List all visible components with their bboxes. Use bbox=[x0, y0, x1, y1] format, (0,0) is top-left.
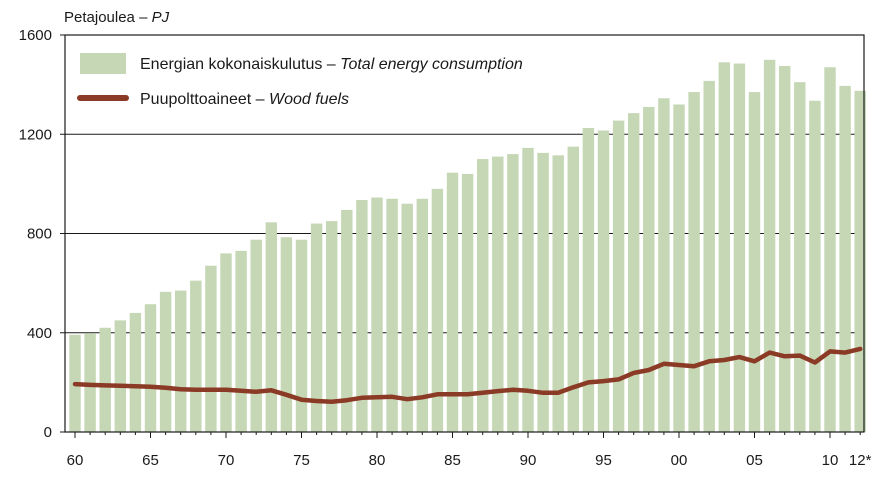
bar bbox=[733, 63, 746, 433]
bar bbox=[265, 222, 277, 432]
legend-label-total-energy: Energian kokonaiskulutus – Total energy … bbox=[140, 56, 523, 73]
bar bbox=[461, 173, 474, 432]
legend-label-wood-fuels: Puupolttoaineet – Wood fuels bbox=[140, 91, 349, 108]
bar bbox=[763, 59, 776, 432]
x-tick-label: 70 bbox=[218, 452, 235, 469]
bar bbox=[477, 159, 489, 432]
bar bbox=[114, 320, 126, 432]
bar bbox=[643, 106, 655, 433]
y-tick-label: 1600 bbox=[19, 27, 52, 44]
bar bbox=[688, 92, 700, 432]
bar bbox=[280, 237, 293, 432]
bar-series-total-energy bbox=[69, 59, 866, 433]
bar bbox=[582, 128, 595, 432]
bar bbox=[386, 198, 398, 432]
bar bbox=[175, 290, 187, 432]
bar bbox=[522, 147, 534, 432]
bar bbox=[658, 98, 670, 432]
bar bbox=[824, 67, 836, 432]
bar bbox=[779, 66, 791, 432]
x-tick-label: 10 bbox=[822, 452, 839, 469]
x-tick-label: 85 bbox=[444, 452, 461, 469]
bar bbox=[205, 265, 217, 432]
bar bbox=[612, 120, 625, 433]
bar bbox=[84, 333, 96, 432]
bar bbox=[628, 113, 640, 433]
bar bbox=[854, 90, 866, 432]
bar bbox=[235, 250, 247, 432]
y-tick-label: 400 bbox=[27, 325, 52, 342]
y-tick-label: 800 bbox=[27, 226, 52, 243]
x-tick-label: 00 bbox=[671, 452, 688, 469]
x-tick-label: 80 bbox=[369, 452, 386, 469]
x-tick-label: 65 bbox=[142, 452, 159, 469]
x-tick-label: 75 bbox=[293, 452, 310, 469]
bar bbox=[446, 172, 459, 432]
bar bbox=[310, 223, 323, 432]
bar bbox=[401, 203, 413, 432]
axes: 0 400 800 1200 1600 60 65 70 75 80 85 90 95 00 05 10 12* bbox=[19, 27, 872, 469]
y-axis-unit-label: Petajoulea – PJ bbox=[64, 9, 170, 26]
line-series-wood-fuels bbox=[72, 346, 863, 404]
bar bbox=[809, 100, 821, 433]
x-tick-label: 90 bbox=[520, 452, 537, 469]
x-tick-label: 60 bbox=[67, 452, 84, 469]
bar bbox=[431, 188, 444, 432]
bar bbox=[99, 327, 111, 432]
bar bbox=[718, 62, 730, 432]
bar bbox=[326, 221, 338, 432]
bar bbox=[356, 200, 368, 432]
bar bbox=[144, 304, 157, 432]
legend: Energian kokonaiskulutus – Total energy … bbox=[77, 53, 523, 108]
bar bbox=[220, 253, 232, 432]
bar bbox=[597, 130, 610, 432]
bar bbox=[159, 291, 172, 432]
x-tick-label: 12* bbox=[849, 452, 872, 469]
bar bbox=[250, 239, 262, 432]
bar bbox=[537, 152, 549, 432]
y-tick-label: 0 bbox=[44, 424, 52, 441]
bar bbox=[794, 82, 806, 433]
bar bbox=[703, 80, 715, 432]
x-tick-label: 95 bbox=[595, 452, 612, 469]
wood-fuels-line bbox=[72, 346, 863, 404]
x-tick-label: 05 bbox=[746, 452, 763, 469]
bar bbox=[567, 146, 579, 432]
bar bbox=[295, 239, 308, 432]
bar bbox=[371, 197, 383, 432]
bar bbox=[673, 104, 685, 432]
bar bbox=[839, 85, 851, 432]
bar bbox=[129, 312, 142, 432]
bar bbox=[492, 156, 504, 433]
bar bbox=[507, 154, 519, 432]
bar bbox=[416, 198, 428, 432]
bar bbox=[190, 280, 202, 432]
legend-swatch-total-energy bbox=[80, 53, 126, 74]
bar bbox=[748, 92, 761, 432]
bar bbox=[552, 155, 564, 432]
bar bbox=[341, 209, 353, 432]
y-tick-label: 1200 bbox=[19, 126, 52, 143]
